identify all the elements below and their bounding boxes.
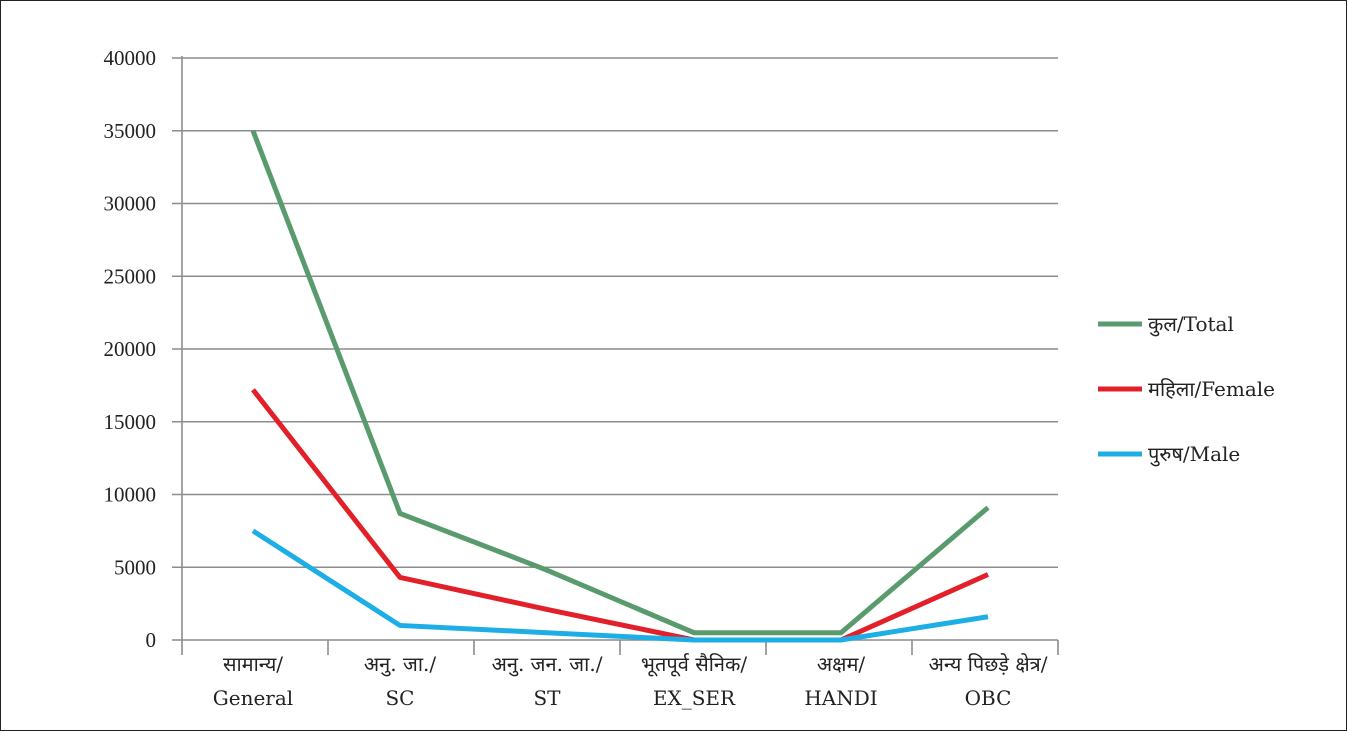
- x-category-label-hindi: अनु. जा./: [364, 652, 436, 677]
- y-tick-label: 5000: [114, 555, 156, 579]
- legend: कुल/Total महिला/Female पुरुष/Male: [1098, 312, 1275, 467]
- grid-lines: [172, 57, 1058, 641]
- x-axis: सामान्य/General अनु. जा./ SC अनु. जन. जा./ S…: [181, 640, 1059, 710]
- x-category-label-hindi: भूतपूर्व सैनिक/: [641, 652, 747, 677]
- y-tick-label: 15000: [104, 410, 157, 434]
- y-tick-label: 35000: [104, 119, 157, 143]
- x-category-label-english: General: [213, 686, 293, 710]
- legend-label: महिला/Female: [1148, 377, 1275, 401]
- x-category-label-english: OBC: [965, 686, 1012, 710]
- y-tick-label: 40000: [104, 46, 157, 70]
- series-lines: [250, 129, 990, 643]
- legend-label: पुरुष/Male: [1148, 442, 1240, 467]
- legend-label: कुल/Total: [1148, 312, 1234, 337]
- y-tick-label: 20000: [104, 337, 157, 361]
- y-tick-label: 0: [146, 628, 157, 652]
- series-line-0: [250, 129, 990, 636]
- x-category-label-hindi: अन्य पिछड़े क्षेत्र/: [929, 652, 1048, 676]
- x-category-label-hindi: अनु. जन. जा./: [492, 652, 603, 677]
- y-tick-label: 10000: [104, 483, 157, 507]
- series-line-2: [251, 528, 989, 643]
- x-category-label-hindi: अक्षम/: [817, 652, 866, 676]
- x-category-label-english: ST: [533, 686, 561, 710]
- x-category-label-english: EX_SER: [653, 686, 736, 710]
- x-category-label-english: HANDI: [804, 686, 877, 710]
- y-axis: 0 5000 10000 15000 20000 25000 30000 35000 40000: [104, 46, 183, 652]
- x-category-label-english: SC: [385, 686, 414, 710]
- y-tick-label: 30000: [104, 192, 157, 216]
- y-tick-label: 25000: [104, 264, 157, 288]
- x-category-label-hindi: सामान्य/: [223, 652, 283, 676]
- series-line-1: [251, 388, 990, 643]
